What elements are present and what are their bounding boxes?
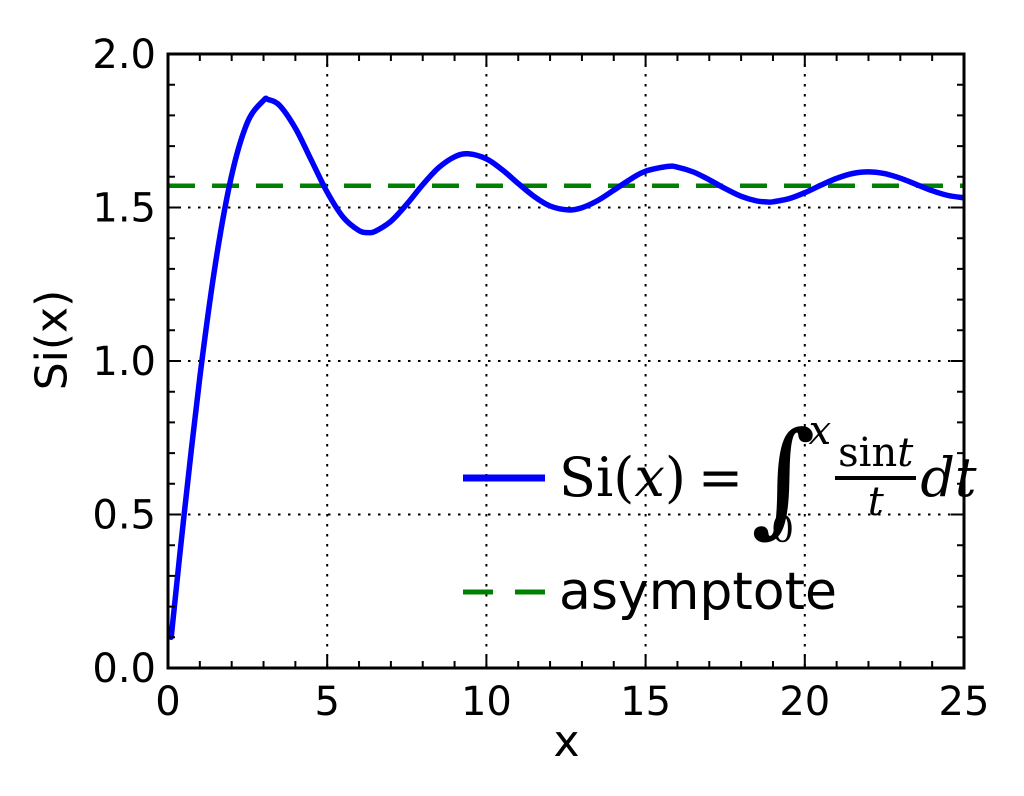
y-tick-label: 1.5 xyxy=(92,186,156,232)
y-axis-label: Si(x) xyxy=(26,289,78,391)
legend-entry-asymptote: asymptote xyxy=(462,560,837,624)
y-tick-label: 0.0 xyxy=(92,646,156,692)
formula-close-paren: ) xyxy=(664,446,686,509)
axes-frame xyxy=(166,52,966,670)
integral-group: ∫ x 0 xyxy=(751,411,831,549)
legend-entry-si: Si(x) = ∫ x 0 sint t dt xyxy=(462,411,977,549)
formula-si-text: Si( xyxy=(559,446,635,509)
integral-symbol: ∫ xyxy=(751,406,816,550)
formula-equals: = xyxy=(697,446,744,509)
integral-lower-limit: 0 xyxy=(771,510,795,551)
fraction: sint t xyxy=(835,433,917,525)
fraction-numerator: sint xyxy=(835,433,917,480)
integral-upper-limit: x xyxy=(808,408,832,454)
si-curve xyxy=(168,95,964,641)
x-tick-label: 20 xyxy=(779,679,830,725)
y-tick-label: 1.0 xyxy=(92,339,156,385)
x-tick-label: 0 xyxy=(155,679,180,725)
formula-x-var: x xyxy=(634,446,665,509)
si-formula: Si(x) = ∫ x 0 sint t dt xyxy=(559,411,977,549)
x-tick-label: 5 xyxy=(314,679,339,725)
x-tick-label: 15 xyxy=(620,679,671,725)
x-tick-label: 10 xyxy=(461,679,512,725)
x-axis-label: x xyxy=(553,716,580,767)
formula-dt: dt xyxy=(920,446,977,509)
y-tick-label: 2.0 xyxy=(92,32,156,78)
y-tick-label: 0.5 xyxy=(92,493,156,539)
legend-line-sample-si xyxy=(463,474,545,482)
legend-line-sample-asymptote xyxy=(463,589,545,595)
fraction-denominator: t xyxy=(867,479,884,525)
x-tick-label: 25 xyxy=(939,679,990,725)
asymptote-label: asymptote xyxy=(559,562,837,622)
